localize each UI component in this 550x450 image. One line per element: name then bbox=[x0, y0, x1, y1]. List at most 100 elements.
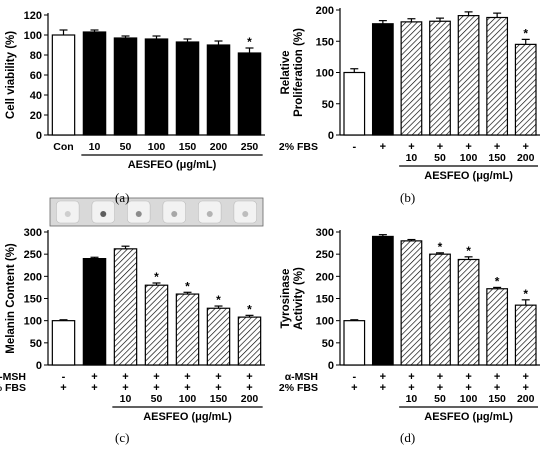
bar bbox=[429, 20, 451, 136]
treatment-mark: + bbox=[91, 371, 97, 383]
treatment-mark: + bbox=[437, 141, 443, 153]
chart-b-relative-proliferation: 0 50 100 150 200 RelativeProliferation (%) * 2%… bbox=[275, 0, 550, 210]
tube-pellet bbox=[64, 211, 71, 217]
bar bbox=[457, 258, 480, 366]
category-label: 10 bbox=[406, 152, 418, 164]
treatment-mark: + bbox=[465, 141, 471, 153]
significance-star: * bbox=[185, 279, 190, 293]
treatment-row-label: 2% FBS bbox=[279, 141, 318, 153]
significance-star: * bbox=[216, 293, 221, 307]
group-label: AESFEO (μg/mL) bbox=[424, 411, 513, 423]
treatment-mark: + bbox=[522, 371, 528, 383]
treatment-mark: + bbox=[184, 382, 190, 394]
y-tick-label: 100 bbox=[24, 30, 42, 42]
bar bbox=[206, 307, 231, 366]
tube-pellet bbox=[206, 211, 213, 217]
bar bbox=[429, 253, 451, 366]
significance-star: * bbox=[495, 274, 500, 288]
bar bbox=[175, 41, 200, 136]
significance-star: * bbox=[466, 244, 471, 258]
category-label: 150 bbox=[179, 141, 197, 153]
treatment-mark: + bbox=[408, 371, 414, 383]
treatment-mark: + bbox=[408, 141, 414, 153]
significance-star: * bbox=[523, 26, 528, 40]
significance-star: * bbox=[247, 35, 252, 49]
bar bbox=[371, 23, 394, 136]
significance-star: * bbox=[438, 240, 443, 254]
treatment-mark: + bbox=[494, 382, 500, 394]
y-tick-label: 100 bbox=[24, 316, 42, 328]
treatment-mark: + bbox=[380, 371, 386, 383]
chart-d-svg: 0 50 100 150 200 250 300 TyrosinaseActivity (%)… bbox=[279, 227, 540, 423]
tube-pellet bbox=[242, 211, 249, 217]
bar bbox=[175, 293, 200, 366]
y-tick-label: 0 bbox=[328, 360, 334, 372]
bar bbox=[343, 320, 366, 366]
panel-label-b: (b) bbox=[400, 190, 416, 205]
category-label: 150 bbox=[488, 393, 506, 405]
y-tick-label: 80 bbox=[30, 50, 42, 62]
bar bbox=[400, 21, 423, 136]
treatment-mark: + bbox=[351, 382, 357, 394]
bar bbox=[457, 15, 480, 136]
significance-star: * bbox=[523, 287, 528, 301]
category-label: 150 bbox=[210, 393, 228, 405]
treatment-row-label: α-MSH bbox=[0, 371, 26, 383]
bar bbox=[82, 31, 107, 136]
y-axis-label: Cell viability (%) bbox=[5, 31, 17, 119]
y-tick-label: 120 bbox=[24, 10, 42, 22]
category-label: 100 bbox=[148, 141, 166, 153]
group-label: AESFEO (μg/mL) bbox=[143, 411, 232, 423]
bar bbox=[237, 52, 262, 136]
group-label: AESFEO (μg/mL) bbox=[128, 159, 217, 171]
chart-d-tyrosinase-activity: 0 50 100 150 200 250 300 TyrosinaseActivity (%)… bbox=[275, 195, 550, 450]
chart-b-svg: 0 50 100 150 200 RelativeProliferation (%) * 2%… bbox=[279, 5, 540, 182]
treatment-mark: - bbox=[352, 371, 356, 383]
treatment-mark: - bbox=[352, 141, 356, 153]
bar bbox=[237, 316, 262, 366]
y-tick-label: 50 bbox=[322, 99, 334, 111]
bar bbox=[371, 235, 394, 366]
treatment-mark: + bbox=[494, 141, 500, 153]
bar bbox=[51, 320, 76, 366]
bar bbox=[82, 257, 107, 366]
treatment-mark: + bbox=[465, 371, 471, 383]
panel-label-a: (a) bbox=[115, 190, 130, 205]
treatment-mark: + bbox=[184, 371, 190, 383]
treatment-mark: + bbox=[437, 382, 443, 394]
treatment-mark: + bbox=[380, 141, 386, 153]
treatment-mark: + bbox=[153, 371, 159, 383]
bar bbox=[343, 71, 366, 136]
y-tick-label: 150 bbox=[316, 36, 334, 48]
treatment-mark: + bbox=[246, 382, 252, 394]
treatment-mark: + bbox=[60, 382, 66, 394]
y-tick-label: 0 bbox=[328, 130, 334, 142]
y-tick-label: 20 bbox=[30, 110, 42, 122]
category-label: 150 bbox=[488, 152, 506, 164]
category-label: 200 bbox=[517, 393, 535, 405]
treatment-mark: + bbox=[494, 371, 500, 383]
bar bbox=[486, 288, 509, 366]
category-label: 10 bbox=[89, 141, 101, 153]
y-tick-label: 0 bbox=[36, 130, 42, 142]
chart-a-cell-viability: 0 20 40 60 80 100 120 Cell viability (%) * Con 10 5… bbox=[0, 0, 275, 210]
category-label: 250 bbox=[241, 141, 259, 153]
treatment-mark: + bbox=[246, 371, 252, 383]
category-label: Con bbox=[53, 141, 73, 153]
y-axis-label: RelativeProliferation (%) bbox=[280, 28, 305, 117]
category-label: 50 bbox=[434, 152, 446, 164]
treatment-row-label: 2% FBS bbox=[0, 382, 26, 394]
treatment-mark: + bbox=[91, 382, 97, 394]
y-tick-label: 0 bbox=[36, 360, 42, 372]
bar bbox=[514, 43, 537, 136]
chart-c-melanin-content: 0 50 100 150 200 250 300 Melanin Content (%) * * *… bbox=[0, 195, 275, 450]
y-tick-label: 40 bbox=[30, 90, 42, 102]
treatment-mark: + bbox=[122, 382, 128, 394]
y-tick-label: 300 bbox=[24, 227, 42, 239]
y-tick-label: 50 bbox=[30, 338, 42, 350]
category-label: 200 bbox=[517, 152, 535, 164]
treatment-mark: + bbox=[153, 382, 159, 394]
category-label: 100 bbox=[460, 393, 478, 405]
bar bbox=[400, 240, 423, 366]
treatment-mark: + bbox=[522, 382, 528, 394]
